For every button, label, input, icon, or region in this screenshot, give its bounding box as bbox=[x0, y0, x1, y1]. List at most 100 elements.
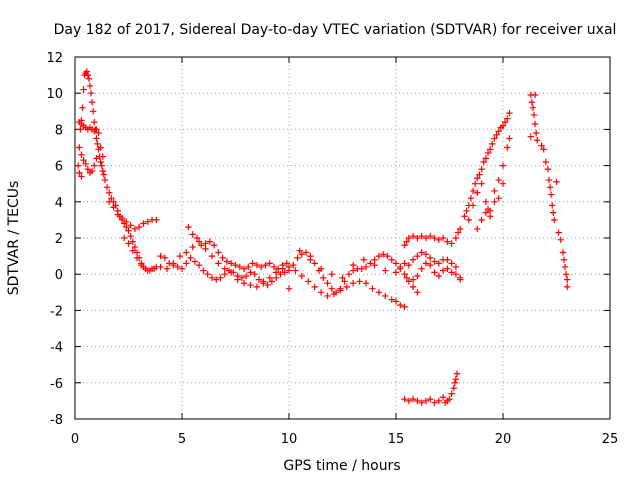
data-point bbox=[189, 231, 196, 238]
data-point bbox=[431, 234, 438, 242]
y-tick-label: -2 bbox=[50, 304, 63, 319]
data-point bbox=[183, 249, 190, 256]
y-tick-label: -6 bbox=[50, 377, 63, 392]
data-point bbox=[84, 71, 92, 79]
data-point bbox=[95, 129, 102, 137]
data-point bbox=[414, 252, 421, 260]
data-point bbox=[506, 109, 513, 117]
data-point bbox=[491, 135, 498, 142]
data-point bbox=[484, 149, 492, 157]
data-point bbox=[247, 281, 254, 289]
data-point bbox=[97, 158, 104, 166]
data-point bbox=[431, 258, 438, 265]
data-point bbox=[108, 194, 115, 202]
data-point bbox=[493, 131, 500, 139]
series-mid-band-b bbox=[157, 238, 408, 310]
data-point bbox=[123, 218, 130, 225]
series-mid-band-a bbox=[157, 249, 421, 296]
x-tick-label: 20 bbox=[495, 432, 512, 447]
data-point bbox=[489, 140, 496, 148]
data-point bbox=[414, 397, 421, 405]
data-point bbox=[452, 375, 460, 383]
data-point bbox=[208, 252, 216, 260]
data-point bbox=[350, 267, 357, 274]
data-point bbox=[562, 271, 570, 278]
data-point bbox=[217, 274, 224, 282]
data-point bbox=[131, 243, 139, 251]
data-point bbox=[392, 269, 400, 276]
data-point bbox=[561, 263, 569, 271]
data-point bbox=[311, 260, 318, 267]
data-point bbox=[228, 269, 235, 276]
data-point bbox=[118, 214, 126, 222]
data-point bbox=[238, 274, 246, 282]
data-point bbox=[294, 254, 301, 262]
data-point bbox=[262, 261, 269, 269]
data-point bbox=[482, 209, 490, 216]
data-point bbox=[272, 269, 280, 276]
data-point bbox=[452, 234, 460, 242]
data-point bbox=[450, 385, 457, 392]
data-point bbox=[431, 399, 438, 406]
data-point bbox=[422, 251, 430, 258]
data-point bbox=[87, 90, 95, 97]
data-point bbox=[431, 269, 438, 276]
data-point bbox=[290, 261, 297, 269]
data-point bbox=[444, 256, 451, 263]
data-point bbox=[486, 213, 494, 220]
data-point bbox=[542, 158, 549, 166]
data-point bbox=[527, 133, 535, 140]
plot-frame bbox=[74, 56, 611, 420]
data-point bbox=[444, 238, 451, 245]
data-point bbox=[544, 166, 552, 173]
data-point bbox=[94, 140, 101, 148]
data-point bbox=[478, 166, 485, 173]
series-mid-band-c bbox=[185, 223, 421, 292]
data-point bbox=[457, 225, 464, 233]
data-point bbox=[98, 162, 105, 169]
data-point bbox=[84, 166, 92, 173]
data-point bbox=[176, 252, 184, 260]
data-point bbox=[401, 303, 408, 310]
data-point bbox=[480, 158, 487, 166]
data-point bbox=[302, 249, 310, 256]
data-point bbox=[403, 274, 410, 282]
data-point bbox=[448, 390, 455, 397]
data-point bbox=[471, 180, 479, 187]
data-point bbox=[397, 301, 404, 309]
series-late-lower-band bbox=[397, 249, 464, 283]
data-point bbox=[495, 128, 502, 135]
data-point bbox=[93, 126, 100, 133]
data-point bbox=[418, 265, 425, 272]
x-tick-label: 0 bbox=[71, 432, 79, 447]
data-points bbox=[75, 68, 571, 406]
data-point bbox=[253, 283, 261, 291]
data-point bbox=[86, 82, 94, 90]
data-point bbox=[392, 298, 400, 305]
data-point bbox=[157, 252, 164, 260]
data-point bbox=[439, 267, 447, 274]
data-point bbox=[93, 135, 100, 142]
data-point bbox=[478, 216, 485, 224]
data-point bbox=[234, 276, 241, 283]
data-point bbox=[127, 222, 134, 229]
data-point bbox=[232, 261, 239, 269]
data-point bbox=[317, 265, 325, 272]
grid bbox=[75, 57, 610, 419]
data-point bbox=[444, 265, 451, 272]
data-point bbox=[330, 290, 338, 298]
data-point bbox=[564, 276, 571, 283]
data-point bbox=[198, 242, 205, 249]
x-tick-label: 15 bbox=[388, 432, 405, 447]
data-point bbox=[362, 280, 370, 287]
data-point bbox=[272, 274, 280, 282]
y-tick-label: 6 bbox=[55, 160, 63, 175]
data-point bbox=[204, 271, 211, 278]
data-point bbox=[106, 189, 113, 196]
y-tick-label: 12 bbox=[46, 51, 63, 66]
data-point bbox=[499, 162, 507, 169]
data-point bbox=[202, 245, 209, 253]
data-point bbox=[133, 254, 141, 262]
data-point bbox=[531, 91, 539, 99]
